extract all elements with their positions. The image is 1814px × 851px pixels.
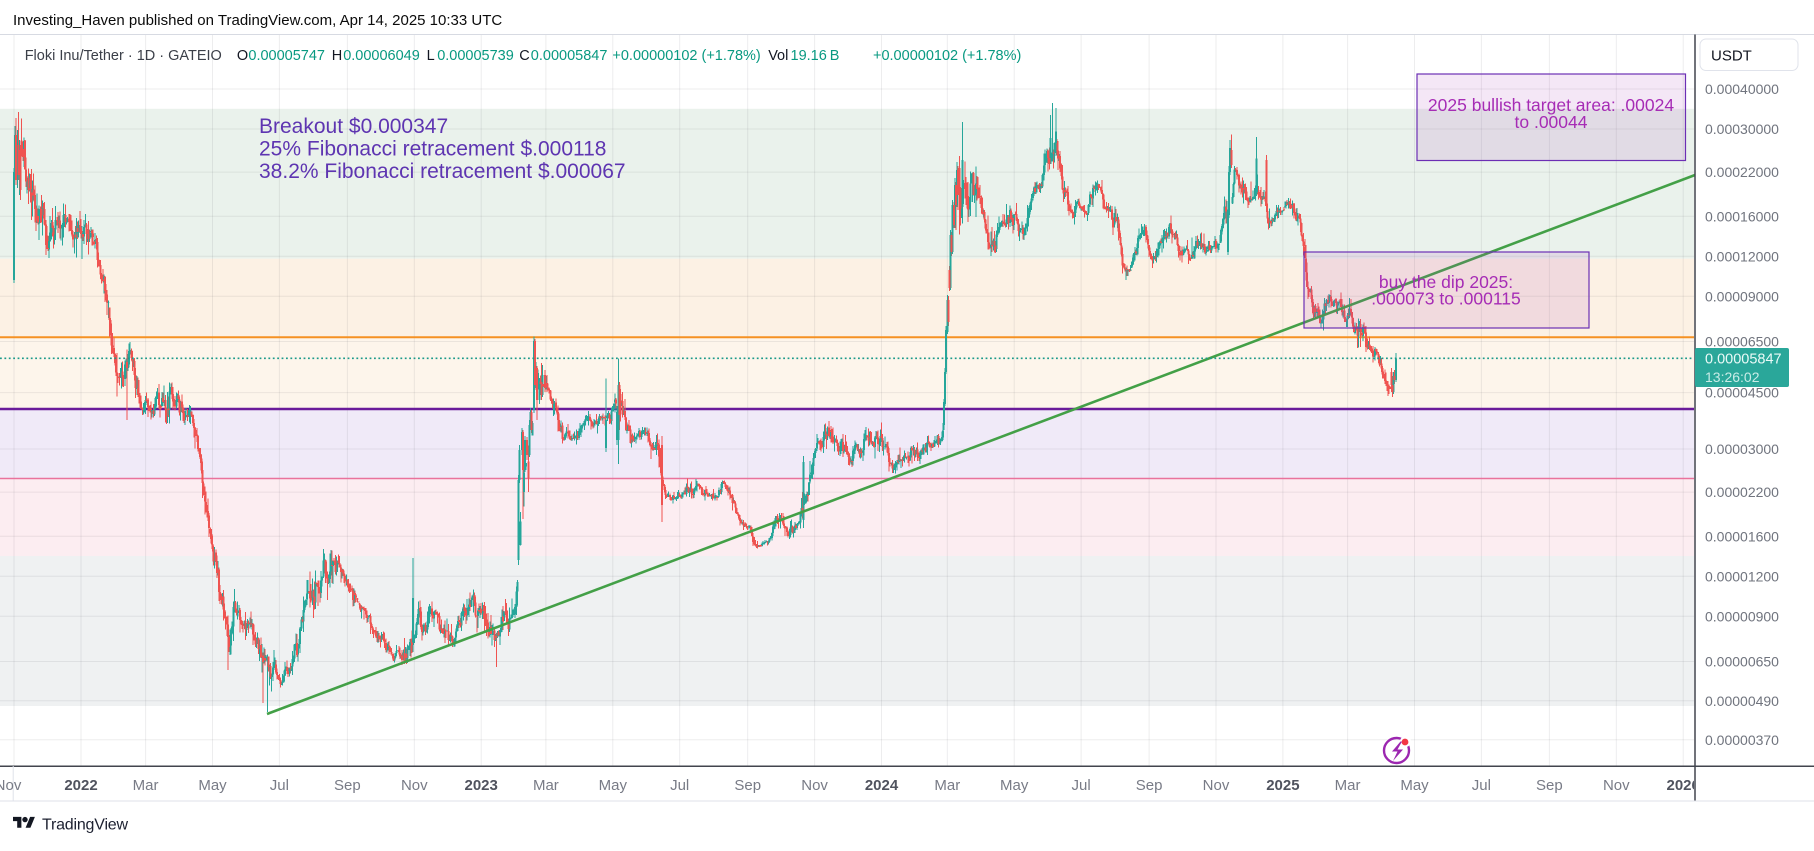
svg-text:May: May: [198, 777, 227, 794]
svg-text:May: May: [599, 777, 628, 794]
svg-text:2022: 2022: [64, 777, 97, 794]
svg-text:0.00000370: 0.00000370: [1705, 732, 1779, 748]
svg-text:Jul: Jul: [270, 777, 289, 794]
svg-text:Nov: Nov: [1203, 777, 1230, 794]
svg-text:0.00006049: 0.00006049: [343, 48, 420, 64]
svg-text:0.00000900: 0.00000900: [1705, 608, 1779, 624]
svg-text:0.00006500: 0.00006500: [1705, 334, 1779, 350]
svg-text:0.00005739: 0.00005739: [437, 48, 514, 64]
svg-text:0.00005847: 0.00005847: [531, 48, 608, 64]
svg-text:+0.00000102 (+1.78%): +0.00000102 (+1.78%): [873, 48, 1021, 64]
svg-text:2025 bullish target area: .000: 2025 bullish target area: .00024: [1428, 95, 1674, 115]
svg-text:0.00002200: 0.00002200: [1705, 484, 1779, 500]
svg-text:Jul: Jul: [670, 777, 689, 794]
svg-text:0.00001200: 0.00001200: [1705, 568, 1779, 584]
svg-text:2026: 2026: [1667, 777, 1700, 794]
svg-text:13:26:02: 13:26:02: [1705, 369, 1760, 385]
svg-text:Nov: Nov: [401, 777, 428, 794]
svg-text:Sep: Sep: [1536, 777, 1563, 794]
svg-text:Mar: Mar: [934, 777, 960, 794]
svg-text:0.00004500: 0.00004500: [1705, 385, 1779, 401]
svg-text:2024: 2024: [865, 777, 899, 794]
svg-text:Nov: Nov: [0, 777, 22, 794]
svg-text:0.00040000: 0.00040000: [1705, 81, 1779, 97]
svg-text:Mar: Mar: [1335, 777, 1361, 794]
svg-text:+0.00000102 (+1.78%): +0.00000102 (+1.78%): [612, 48, 760, 64]
svg-text:0.00022000: 0.00022000: [1705, 164, 1779, 180]
svg-text:L: L: [427, 48, 435, 64]
svg-text:0.00001600: 0.00001600: [1705, 528, 1779, 544]
svg-text:25% Fibonacci retracement $.00: 25% Fibonacci retracement $.000118: [259, 138, 606, 161]
svg-text:0.00000490: 0.00000490: [1705, 693, 1779, 709]
svg-text:Floki Inu/Tether · 1D · GATEIO: Floki Inu/Tether · 1D · GATEIO: [25, 48, 222, 64]
svg-text:Breakout $0.000347: Breakout $0.000347: [259, 115, 448, 138]
svg-text:2023: 2023: [465, 777, 498, 794]
svg-text:Vol: Vol: [768, 48, 788, 64]
svg-text:0.00005847: 0.00005847: [1705, 352, 1782, 368]
svg-text:Mar: Mar: [133, 777, 159, 794]
svg-text:May: May: [1000, 777, 1029, 794]
svg-text:Nov: Nov: [1603, 777, 1630, 794]
svg-text:Nov: Nov: [801, 777, 828, 794]
svg-text:Sep: Sep: [734, 777, 761, 794]
svg-text:Sep: Sep: [1136, 777, 1163, 794]
svg-text:to .00044: to .00044: [1515, 112, 1588, 132]
svg-text:C: C: [519, 48, 529, 64]
svg-text:0.00005747: 0.00005747: [248, 48, 325, 64]
svg-text:.000073 to .000115: .000073 to .000115: [1371, 289, 1521, 309]
svg-text:TradingView: TradingView: [42, 817, 128, 834]
svg-text:H: H: [332, 48, 342, 64]
svg-text:Investing_Haven published on T: Investing_Haven published on TradingView…: [13, 12, 502, 29]
svg-text:O: O: [237, 48, 248, 64]
svg-text:0.00016000: 0.00016000: [1705, 208, 1779, 224]
svg-text:0.00003000: 0.00003000: [1705, 441, 1779, 457]
svg-text:0.00030000: 0.00030000: [1705, 121, 1779, 137]
svg-text:0.00000650: 0.00000650: [1705, 654, 1779, 670]
svg-text:0.00012000: 0.00012000: [1705, 248, 1779, 264]
svg-text:2025: 2025: [1266, 777, 1299, 794]
svg-text:0.00009000: 0.00009000: [1705, 288, 1779, 304]
svg-text:May: May: [1400, 777, 1429, 794]
svg-text:buy the dip 2025:: buy the dip 2025:: [1379, 272, 1513, 292]
svg-text:Sep: Sep: [334, 777, 361, 794]
svg-text:38.2% Fibonacci retracement $.: 38.2% Fibonacci retracement $.000067: [259, 160, 626, 183]
svg-text:Mar: Mar: [533, 777, 559, 794]
svg-text:USDT: USDT: [1711, 48, 1752, 65]
svg-text:Jul: Jul: [1072, 777, 1091, 794]
svg-text:19.16 B: 19.16 B: [791, 48, 840, 64]
svg-text:Jul: Jul: [1472, 777, 1491, 794]
